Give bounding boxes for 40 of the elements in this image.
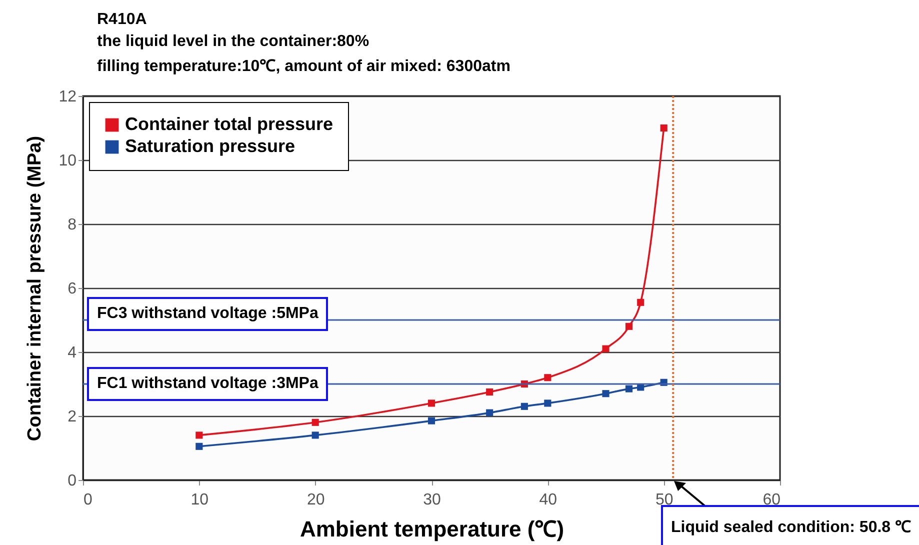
x-tick-label: 20: [306, 492, 325, 508]
chart-title: R410A: [97, 11, 148, 28]
y-tick-label: 8: [68, 216, 77, 234]
x-tick-label: 30: [423, 492, 441, 508]
point: [428, 400, 436, 407]
point: [312, 418, 319, 426]
y-tick-label: 0: [68, 472, 77, 490]
point: [520, 402, 528, 410]
point: [312, 432, 319, 439]
point: [544, 400, 552, 407]
point: [602, 390, 610, 398]
x-axis-title: Ambient temperature (℃): [300, 516, 564, 542]
point: [196, 442, 203, 450]
point: [544, 374, 552, 382]
x-tick-label: 0: [84, 492, 92, 508]
point: [196, 432, 203, 439]
point: [486, 409, 494, 416]
point: [660, 124, 668, 132]
y-tick-label: 2: [68, 408, 77, 426]
legend-label: Container total pressure: [125, 114, 334, 134]
x-tick-label: 40: [539, 492, 558, 508]
point: [625, 385, 633, 392]
y-tick-label: 6: [68, 280, 77, 298]
point: [602, 345, 610, 352]
x-tick-label: 60: [762, 492, 781, 508]
y-axis-title: Container internal pressure (MPa): [24, 136, 46, 442]
point: [625, 322, 633, 330]
y-tick-label: 4: [68, 344, 77, 362]
point: [637, 298, 644, 306]
point: [486, 388, 494, 396]
point: [428, 417, 436, 424]
x-tick-label: 50: [655, 492, 674, 508]
y-tick-label: 10: [58, 152, 77, 170]
ref-line-label: FC3 withstand voltage :5MPa: [87, 297, 328, 331]
y-tick-label: 12: [58, 88, 77, 106]
ref-line-label: FC1 withstand voltage :3MPa: [87, 367, 328, 401]
chart-subtitle: the liquid level in the container:80% filling temperature:10℃, amount of air mixed: 6300atm: [97, 33, 510, 75]
text: Liquid sealed condition: 50.8 ℃: [670, 519, 911, 536]
legend-label: Saturation pressure: [125, 136, 296, 156]
x-tick-label: 10: [190, 492, 209, 508]
